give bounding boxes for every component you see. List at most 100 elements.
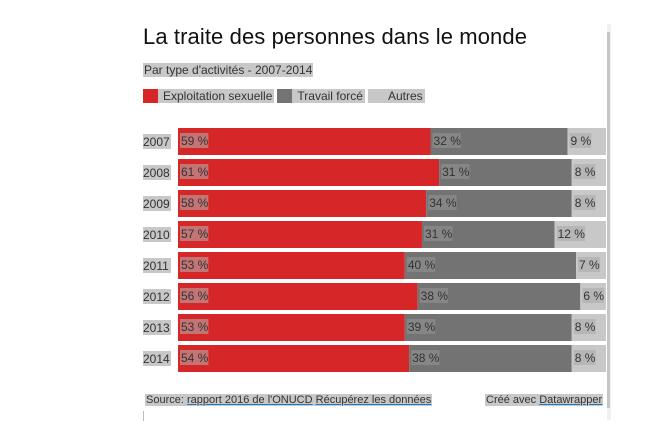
download-data-link[interactable]: Récupérez les données [315,394,432,406]
value-label-highlight [406,319,436,334]
category-label: 2008 [143,166,170,180]
value-label: 53 % [181,320,209,334]
value-label: 7 % [579,258,600,272]
value-label-highlight [180,350,209,365]
value-label: 53 % [181,258,209,272]
value-label-highlight [582,288,605,303]
bar-row: 2011 53 % 40 % 7 % [143,252,606,279]
value-label-highlight [569,133,592,148]
value-label-highlight [428,195,457,210]
legend-swatch-autres [367,89,383,103]
bar-row: 2010 57 % 31 % 12 % [143,221,606,248]
value-label-highlight [556,226,586,241]
value-label-highlight [180,319,209,334]
category-label: 2010 [143,228,170,242]
bar-segment [178,159,440,186]
value-label: 8 % [575,320,596,334]
source-link[interactable]: rapport 2016 de l'ONUCD [186,394,313,406]
value-label-highlight [411,350,440,365]
bar-row: 2007 59 % 32 % 9 % [143,128,606,155]
category-label: 2009 [143,197,170,211]
source-prefix: Source: [146,394,187,406]
legend-label: Travail forcé [292,89,365,103]
value-label-highlight [423,226,453,241]
bar-segment [178,128,431,155]
footer-source: Source: rapport 2016 de l'ONUCD Récupére… [145,394,433,406]
bar-row: 2008 61 % 31 % 8 % [143,159,606,186]
value-label: 61 % [181,165,209,179]
value-label: 34 % [429,196,457,210]
bar-segment [178,314,405,341]
category-label-highlight [143,196,171,211]
category-label-highlight [143,351,171,366]
value-label-highlight [573,164,596,179]
divider [143,411,144,421]
bar-row: 2014 54 % 38 % 8 % [143,345,606,372]
value-label: 58 % [181,196,209,210]
value-label: 54 % [181,351,209,365]
legend-item-autres: Autres [367,89,428,103]
value-label: 56 % [181,289,209,303]
bar-row: 2013 53 % 39 % 8 % [143,314,606,341]
chart-title: La traite des personnes dans le monde [143,24,528,49]
value-label-highlight [180,288,209,303]
bar-segment [178,221,422,248]
value-label-highlight [180,133,209,148]
category-label-highlight [143,258,171,273]
category-label: 2012 [143,290,170,304]
category-label-highlight [143,227,171,242]
bar-segment [178,190,427,217]
value-label-highlight [573,319,596,334]
bar-segment [178,345,410,372]
value-label: 9 % [570,134,591,148]
category-label-highlight [143,134,171,149]
value-label-highlight [578,257,600,272]
category-label: 2011 [143,259,169,273]
value-label: 59 % [181,134,209,148]
legend-label: Autres [382,89,425,103]
legend-item-exploitation: Exploitation sexuelle [143,89,277,103]
legend-swatch-exploitation [143,89,158,103]
value-label-highlight [180,257,209,272]
value-label-highlight [573,350,596,365]
value-label: 8 % [575,165,596,179]
scrollbar[interactable] [607,24,611,420]
value-label: 38 % [412,351,440,365]
category-label: 2007 [143,135,170,149]
credit-prefix: Créé avec [486,394,540,406]
category-label-highlight [143,165,171,180]
bar-row: 2012 56 % 38 % 6 % [143,283,606,310]
legend-label: Exploitation sexuelle [158,89,275,103]
legend-swatch-travail [277,89,293,103]
category-label: 2013 [143,321,170,335]
legend-item-travail: Travail forcé [277,89,368,103]
datawrapper-link[interactable]: Datawrapper [539,394,603,406]
value-label: 8 % [575,196,596,210]
legend: Exploitation sexuelle Travail forcé Autr… [143,89,428,103]
value-label-highlight [180,164,209,179]
value-label-highlight [406,257,436,272]
bar-segment [178,252,405,279]
value-label-highlight [573,195,596,210]
value-label-highlight [419,288,449,303]
value-label: 31 % [425,227,453,241]
value-label: 32 % [434,134,462,148]
category-label-highlight [143,289,171,304]
value-label: 39 % [408,320,436,334]
value-label: 6 % [583,289,604,303]
value-label: 31 % [442,165,470,179]
value-label: 8 % [575,351,596,365]
scrollbar-thumb[interactable] [607,32,610,408]
bar-row: 2009 58 % 34 % 8 % [143,190,606,217]
value-label: 38 % [421,289,449,303]
value-label-highlight [432,133,461,148]
chart-subtitle: Par type d'activités - 2007-2014 [143,63,314,77]
category-label-highlight [143,320,171,335]
category-label: 2014 [143,352,170,366]
value-label: 12 % [558,227,586,241]
footer-credit: Créé avec Datawrapper [485,394,604,406]
bar-segment [178,283,418,310]
value-label-highlight [180,226,209,241]
value-label-highlight [180,195,209,210]
